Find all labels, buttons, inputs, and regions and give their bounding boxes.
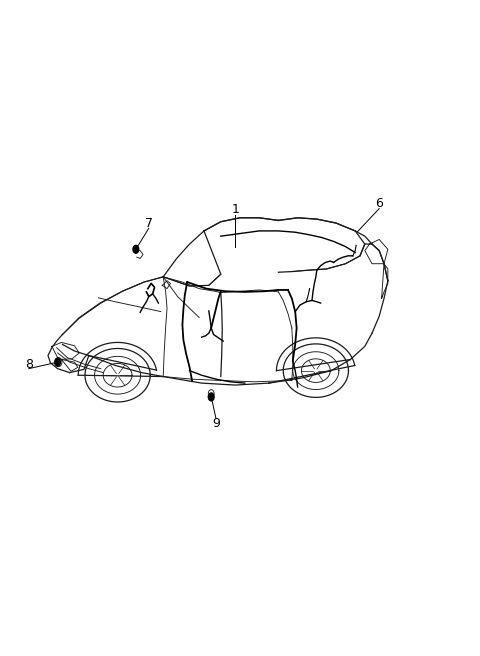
Text: 7: 7 <box>145 216 153 230</box>
Text: 9: 9 <box>212 417 220 430</box>
Circle shape <box>208 393 214 401</box>
Circle shape <box>55 358 60 366</box>
Text: 6: 6 <box>375 197 383 210</box>
Circle shape <box>133 245 139 253</box>
Text: 1: 1 <box>231 203 239 216</box>
Text: 8: 8 <box>25 358 33 371</box>
